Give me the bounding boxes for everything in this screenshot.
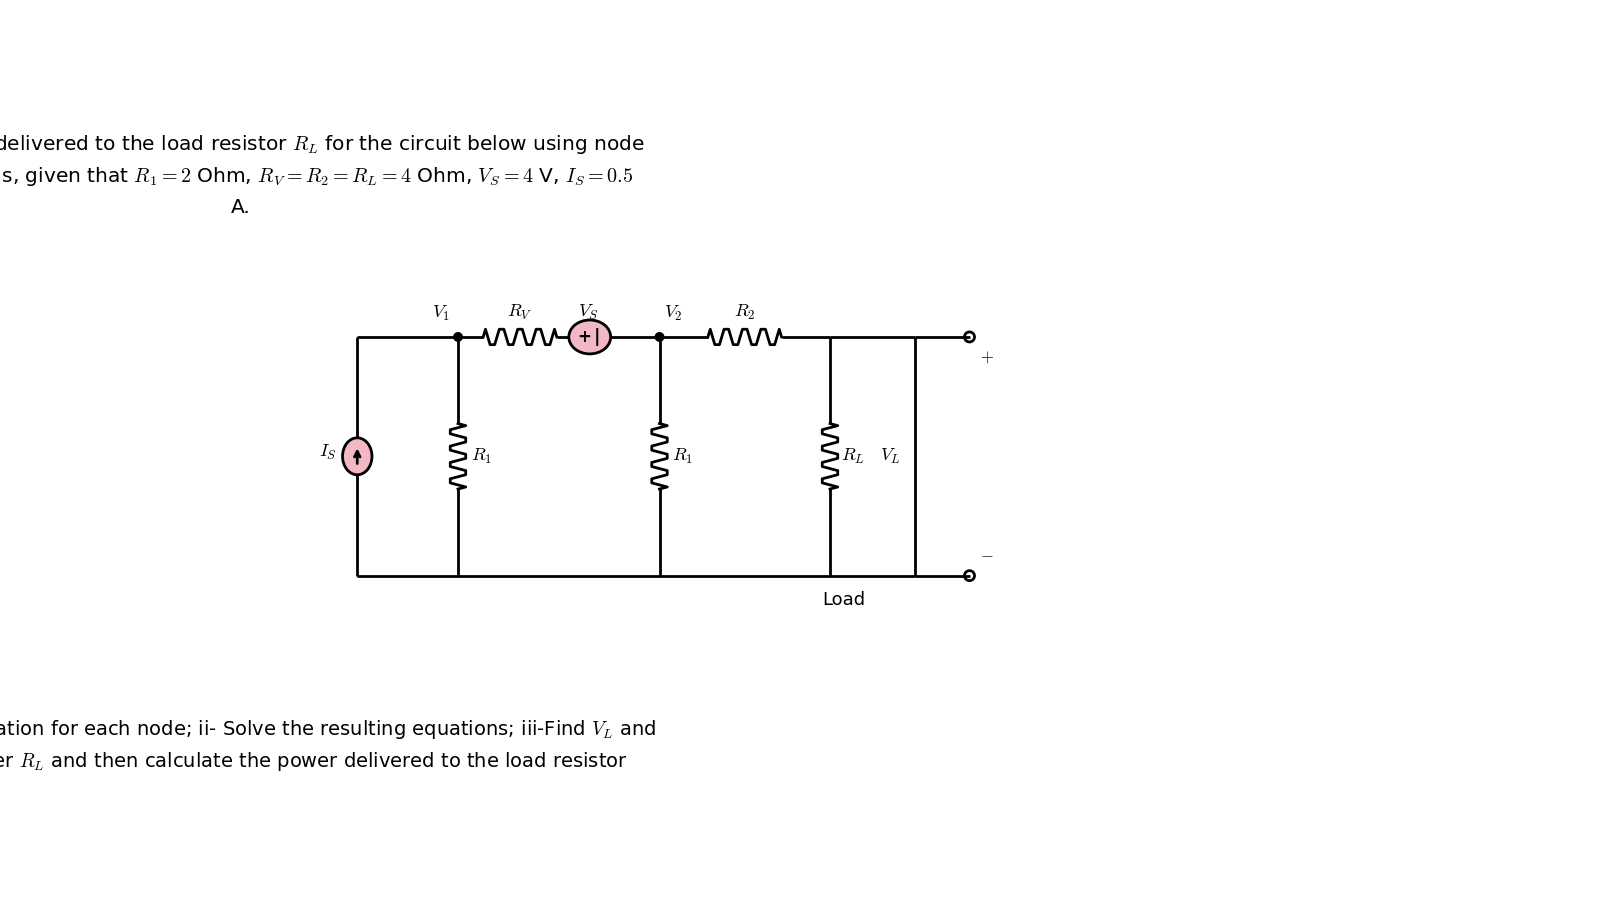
Text: $V_1$: $V_1$	[432, 305, 450, 323]
Ellipse shape	[570, 320, 610, 354]
Text: $R_1$: $R_1$	[671, 447, 693, 466]
Text: $R_2$: $R_2$	[735, 303, 756, 322]
Text: the current over $R_L$ and then calculate the power delivered to the load resist: the current over $R_L$ and then calculat…	[0, 750, 628, 773]
Circle shape	[655, 333, 663, 341]
Text: A.: A.	[231, 198, 251, 217]
Text: $R_L$: $R_L$	[841, 447, 866, 466]
Text: $I_S$: $I_S$	[319, 443, 337, 462]
Text: Load: Load	[822, 591, 866, 609]
Text: i- Write node equation for each node; ii- Solve the resulting equations; iii-Fin: i- Write node equation for each node; ii…	[0, 718, 657, 741]
Text: $R_V$: $R_V$	[508, 303, 532, 322]
Text: $V_S$: $V_S$	[578, 303, 599, 322]
Text: Find the power delivered to the load resistor $R_L$ for the circuit below using : Find the power delivered to the load res…	[0, 133, 646, 156]
Text: $-$: $-$	[981, 545, 993, 563]
Text: $V_2$: $V_2$	[665, 305, 683, 323]
Ellipse shape	[343, 437, 372, 475]
Text: voltage analysis, given that $R_1 = 2$ Ohm, $R_V = R_2 = R_L = 4$ Ohm, $V_S = 4$: voltage analysis, given that $R_1 = 2$ O…	[0, 166, 633, 188]
Text: $+$: $+$	[979, 347, 993, 365]
Circle shape	[453, 333, 463, 341]
Text: +: +	[578, 328, 591, 346]
Text: |: |	[594, 328, 600, 346]
Text: $R_1$: $R_1$	[471, 447, 492, 466]
Text: $V_L$: $V_L$	[880, 447, 901, 466]
